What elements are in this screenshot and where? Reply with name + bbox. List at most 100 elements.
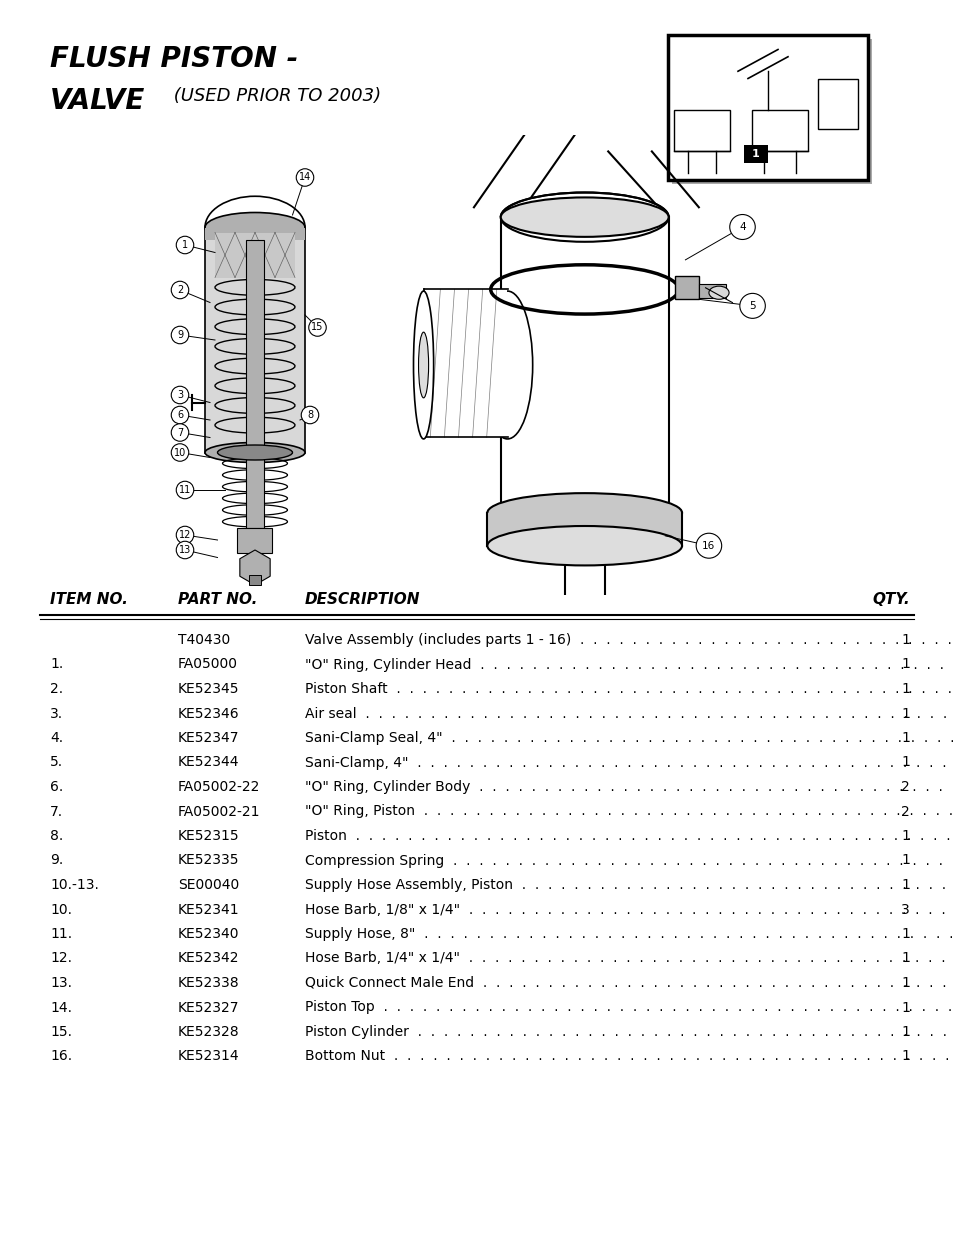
Text: 2.: 2. bbox=[50, 682, 63, 697]
Text: SE00040: SE00040 bbox=[178, 878, 239, 892]
Circle shape bbox=[172, 282, 189, 299]
Text: 7: 7 bbox=[176, 427, 183, 437]
Text: 3.: 3. bbox=[50, 706, 63, 720]
Ellipse shape bbox=[205, 442, 305, 462]
Text: 1: 1 bbox=[901, 756, 909, 769]
Text: 9.: 9. bbox=[50, 853, 63, 867]
Text: 5.: 5. bbox=[50, 756, 63, 769]
Text: KE52327: KE52327 bbox=[178, 1000, 239, 1014]
Text: 6: 6 bbox=[176, 410, 183, 420]
Bar bbox=[751, 110, 807, 151]
Text: VALVE: VALVE bbox=[50, 86, 145, 115]
Text: 1: 1 bbox=[901, 731, 909, 745]
Text: 10.: 10. bbox=[50, 903, 71, 916]
Text: 9: 9 bbox=[176, 330, 183, 340]
Text: FA05000: FA05000 bbox=[178, 657, 237, 672]
Text: 7.: 7. bbox=[50, 804, 63, 819]
Bar bbox=[671, 40, 871, 184]
Circle shape bbox=[301, 406, 318, 424]
Text: "O" Ring, Cylinder Head  .  .  .  .  .  .  .  .  .  .  .  .  .  .  .  .  .  .  .: "O" Ring, Cylinder Head . . . . . . . . … bbox=[305, 657, 953, 672]
Text: Supply Hose, 8"  .  .  .  .  .  .  .  .  .  .  .  .  .  .  .  .  .  .  .  .  .  : Supply Hose, 8" . . . . . . . . . . . . … bbox=[305, 927, 953, 941]
Text: PART NO.: PART NO. bbox=[178, 592, 257, 606]
Text: 6.: 6. bbox=[50, 781, 63, 794]
Text: Piston Top  .  .  .  .  .  .  .  .  .  .  .  .  .  .  .  .  .  .  .  .  .  .  . : Piston Top . . . . . . . . . . . . . . .… bbox=[305, 1000, 953, 1014]
Circle shape bbox=[739, 294, 764, 319]
Bar bbox=[205, 227, 305, 240]
Bar bbox=[743, 146, 767, 163]
Text: KE52314: KE52314 bbox=[178, 1050, 239, 1063]
Text: 1: 1 bbox=[901, 634, 909, 647]
Text: 1: 1 bbox=[901, 706, 909, 720]
Text: KE52342: KE52342 bbox=[178, 951, 239, 966]
Text: 8.: 8. bbox=[50, 829, 63, 844]
Ellipse shape bbox=[217, 445, 293, 459]
Text: Hose Barb, 1/8" x 1/4"  .  .  .  .  .  .  .  .  .  .  .  .  .  .  .  .  .  .  . : Hose Barb, 1/8" x 1/4" . . . . . . . . .… bbox=[305, 903, 953, 916]
Text: KE52345: KE52345 bbox=[178, 682, 239, 697]
Ellipse shape bbox=[708, 287, 728, 299]
Text: 13.: 13. bbox=[50, 976, 71, 990]
Circle shape bbox=[729, 215, 755, 240]
Bar bbox=[237, 527, 273, 552]
Text: 14: 14 bbox=[298, 173, 311, 183]
Text: 1: 1 bbox=[901, 829, 909, 844]
Text: Sani-Clamp, 4"  .  .  .  .  .  .  .  .  .  .  .  .  .  .  .  .  .  .  .  .  .  .: Sani-Clamp, 4" . . . . . . . . . . . . .… bbox=[305, 756, 953, 769]
Text: FLUSH PISTON -: FLUSH PISTON - bbox=[50, 44, 297, 73]
Circle shape bbox=[172, 424, 189, 441]
Text: 1: 1 bbox=[901, 951, 909, 966]
Bar bbox=[487, 513, 681, 546]
Text: 11: 11 bbox=[178, 485, 191, 495]
Text: 10: 10 bbox=[173, 447, 186, 457]
Text: 12: 12 bbox=[178, 530, 191, 540]
Text: 2: 2 bbox=[901, 804, 909, 819]
Text: 12.: 12. bbox=[50, 951, 71, 966]
Text: 8: 8 bbox=[307, 410, 313, 420]
Text: 13: 13 bbox=[178, 545, 191, 555]
Circle shape bbox=[176, 526, 193, 543]
Ellipse shape bbox=[487, 526, 681, 566]
Text: DESCRIPTION: DESCRIPTION bbox=[305, 592, 420, 606]
Circle shape bbox=[176, 482, 193, 499]
Bar bbox=[817, 79, 857, 130]
Circle shape bbox=[176, 236, 193, 253]
Text: 15.: 15. bbox=[50, 1025, 71, 1039]
Bar bbox=[205, 227, 305, 452]
Text: 1: 1 bbox=[751, 149, 760, 159]
Polygon shape bbox=[239, 550, 270, 585]
Text: KE52340: KE52340 bbox=[178, 927, 239, 941]
Text: Compression Spring  .  .  .  .  .  .  .  .  .  .  .  .  .  .  .  .  .  .  .  .  : Compression Spring . . . . . . . . . . .… bbox=[305, 853, 953, 867]
Bar bbox=[673, 110, 729, 151]
Bar bbox=[675, 277, 699, 299]
Circle shape bbox=[296, 169, 314, 186]
Text: 1: 1 bbox=[901, 1050, 909, 1063]
Text: "O" Ring, Piston  .  .  .  .  .  .  .  .  .  .  .  .  .  .  .  .  .  .  .  .  . : "O" Ring, Piston . . . . . . . . . . . .… bbox=[305, 804, 953, 819]
Ellipse shape bbox=[418, 332, 428, 398]
Text: 1: 1 bbox=[901, 1000, 909, 1014]
Ellipse shape bbox=[482, 291, 532, 438]
Ellipse shape bbox=[500, 198, 668, 237]
Text: 4: 4 bbox=[739, 222, 745, 232]
Bar bbox=[667, 35, 867, 180]
Circle shape bbox=[172, 326, 189, 343]
Text: 1: 1 bbox=[901, 878, 909, 892]
Circle shape bbox=[309, 319, 326, 336]
Text: KE52341: KE52341 bbox=[178, 903, 239, 916]
Text: KE52347: KE52347 bbox=[178, 731, 239, 745]
Text: 1: 1 bbox=[901, 657, 909, 672]
Text: 1: 1 bbox=[901, 976, 909, 990]
Ellipse shape bbox=[500, 193, 668, 242]
Text: Hose Barb, 1/4" x 1/4"  .  .  .  .  .  .  .  .  .  .  .  .  .  .  .  .  .  .  . : Hose Barb, 1/4" x 1/4" . . . . . . . . .… bbox=[305, 951, 953, 966]
Circle shape bbox=[172, 443, 189, 461]
Text: KE52338: KE52338 bbox=[178, 976, 239, 990]
Text: "O" Ring, Cylinder Body  .  .  .  .  .  .  .  .  .  .  .  .  .  .  .  .  .  .  .: "O" Ring, Cylinder Body . . . . . . . . … bbox=[305, 781, 953, 794]
Text: KE52315: KE52315 bbox=[178, 829, 239, 844]
Text: FA05002-21: FA05002-21 bbox=[178, 804, 260, 819]
Text: QTY.: QTY. bbox=[871, 592, 909, 606]
Text: 11.: 11. bbox=[50, 927, 72, 941]
Text: 14.: 14. bbox=[50, 1000, 71, 1014]
Text: KE52344: KE52344 bbox=[178, 756, 239, 769]
Ellipse shape bbox=[205, 212, 305, 242]
Text: KE52346: KE52346 bbox=[178, 706, 239, 720]
Text: Bottom Nut  .  .  .  .  .  .  .  .  .  .  .  .  .  .  .  .  .  .  .  .  .  .  . : Bottom Nut . . . . . . . . . . . . . . .… bbox=[305, 1050, 953, 1063]
Text: T40430: T40430 bbox=[178, 634, 230, 647]
Text: KE52335: KE52335 bbox=[178, 853, 239, 867]
